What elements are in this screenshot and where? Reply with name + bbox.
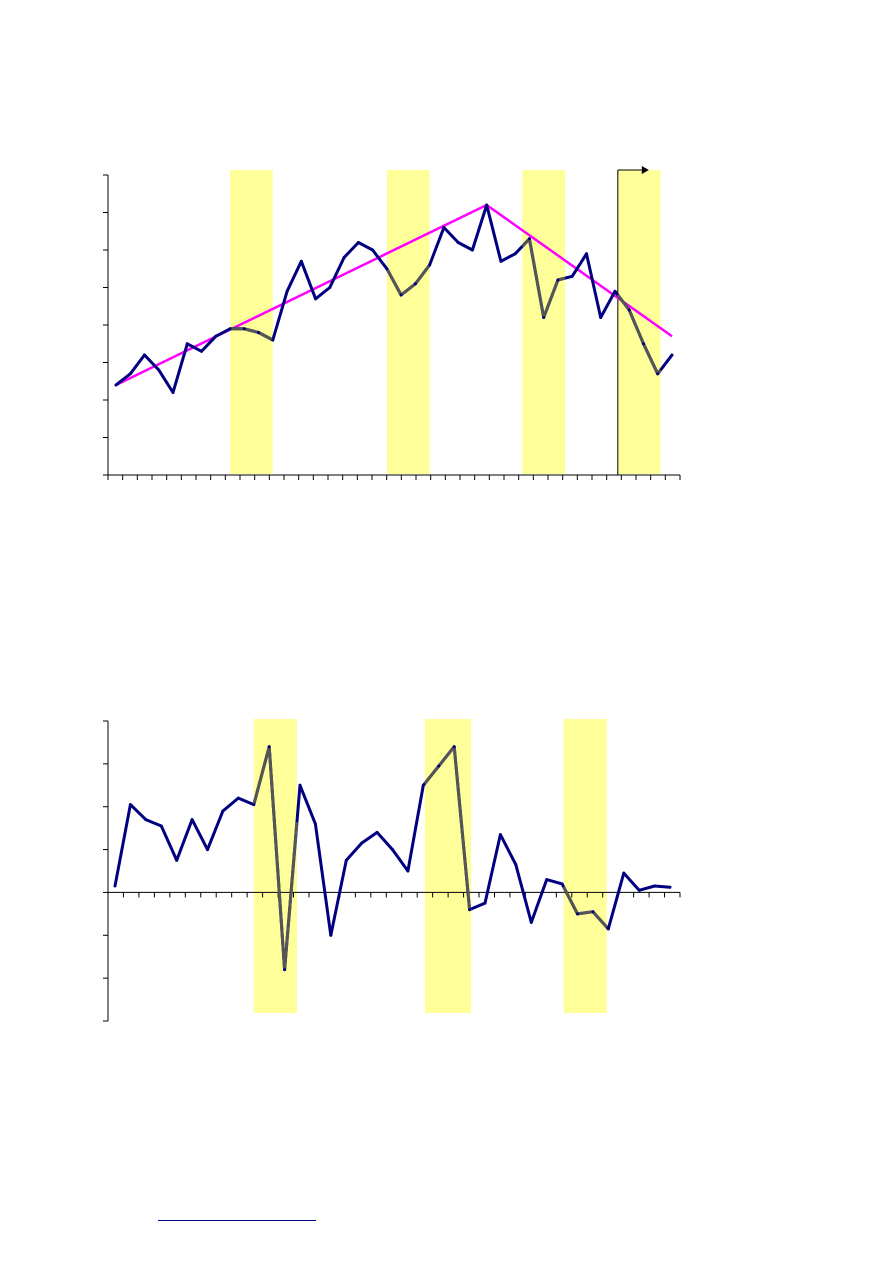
shaded-band-1 (230, 170, 273, 474)
top-line-chart (103, 166, 681, 480)
data-point (428, 263, 432, 267)
data-point (314, 297, 318, 301)
data-point (159, 824, 163, 828)
data-point (413, 282, 417, 286)
data-point (313, 822, 317, 826)
data-point (144, 818, 148, 822)
data-point (299, 259, 303, 263)
band-series-segment-1 (230, 327, 274, 342)
data-point (114, 383, 118, 387)
data-point (570, 274, 574, 278)
data-point (252, 803, 256, 807)
data-point (267, 745, 271, 749)
shaded-band-2 (386, 170, 430, 474)
data-point (143, 353, 147, 357)
data-point (452, 745, 456, 749)
data-point (329, 933, 333, 937)
data-point (437, 764, 441, 768)
data-point (576, 912, 579, 916)
data-point (560, 882, 564, 886)
data-point (328, 286, 332, 289)
data-point (175, 858, 179, 862)
data-point (285, 289, 289, 293)
data-point (221, 809, 225, 813)
data-point (242, 327, 246, 331)
shaded-band-2 (424, 719, 472, 1013)
data-point (456, 241, 460, 244)
band-series-segment-2 (385, 264, 431, 297)
band-series-segment-3 (562, 886, 608, 929)
data-point (498, 833, 502, 837)
shaded-band-1 (253, 719, 297, 1013)
data-point (128, 372, 132, 376)
data-point (214, 334, 218, 338)
marker-arrowhead (641, 166, 649, 174)
data-point (206, 848, 209, 852)
data-point (668, 885, 672, 889)
data-point (360, 841, 364, 845)
data-point (190, 818, 194, 822)
data-point (513, 252, 517, 256)
data-point (606, 927, 610, 931)
data-point (185, 342, 189, 346)
data-point (200, 349, 204, 353)
shaded-band-3 (522, 170, 566, 474)
data-point (375, 830, 379, 834)
data-point (483, 901, 487, 905)
data-point (468, 908, 472, 912)
data-point (371, 248, 375, 252)
data-point (529, 920, 533, 924)
data-point (641, 342, 645, 346)
data-point (283, 968, 287, 972)
data-point (298, 783, 302, 787)
data-point (485, 203, 489, 207)
data-point (527, 237, 531, 241)
data-point (514, 863, 518, 867)
data-point (591, 910, 595, 914)
data-point (442, 226, 446, 229)
data-point (556, 278, 560, 282)
data-point (545, 878, 549, 882)
trend-line-1 (115, 203, 488, 387)
data-point (584, 252, 588, 256)
data-point (157, 368, 161, 372)
data-point (128, 803, 132, 807)
data-point (344, 858, 348, 862)
data-point (171, 391, 175, 394)
band-series-segment-1 (252, 745, 299, 972)
trend-line-2 (485, 203, 673, 338)
shaded-band-3 (563, 719, 607, 1013)
data-point (637, 888, 641, 892)
data-point (470, 248, 474, 252)
data-point (499, 259, 503, 263)
data-point (342, 256, 346, 259)
data-point (271, 338, 275, 342)
data-point (670, 353, 674, 357)
data-point (257, 331, 261, 334)
data-point (391, 848, 394, 852)
data-point (653, 884, 657, 888)
data-point (113, 884, 117, 888)
data-point (622, 871, 626, 875)
data-point (542, 316, 546, 319)
data-point (421, 783, 425, 787)
data-point (356, 241, 360, 244)
footnote-rule (158, 1220, 316, 1221)
data-point (599, 316, 603, 319)
data-point (406, 869, 410, 873)
data-point (236, 796, 240, 800)
data-point (399, 293, 403, 297)
data-point (656, 372, 660, 376)
data-point (613, 289, 617, 293)
data-point (228, 327, 232, 331)
data-point (627, 308, 631, 312)
data-point (385, 267, 389, 271)
